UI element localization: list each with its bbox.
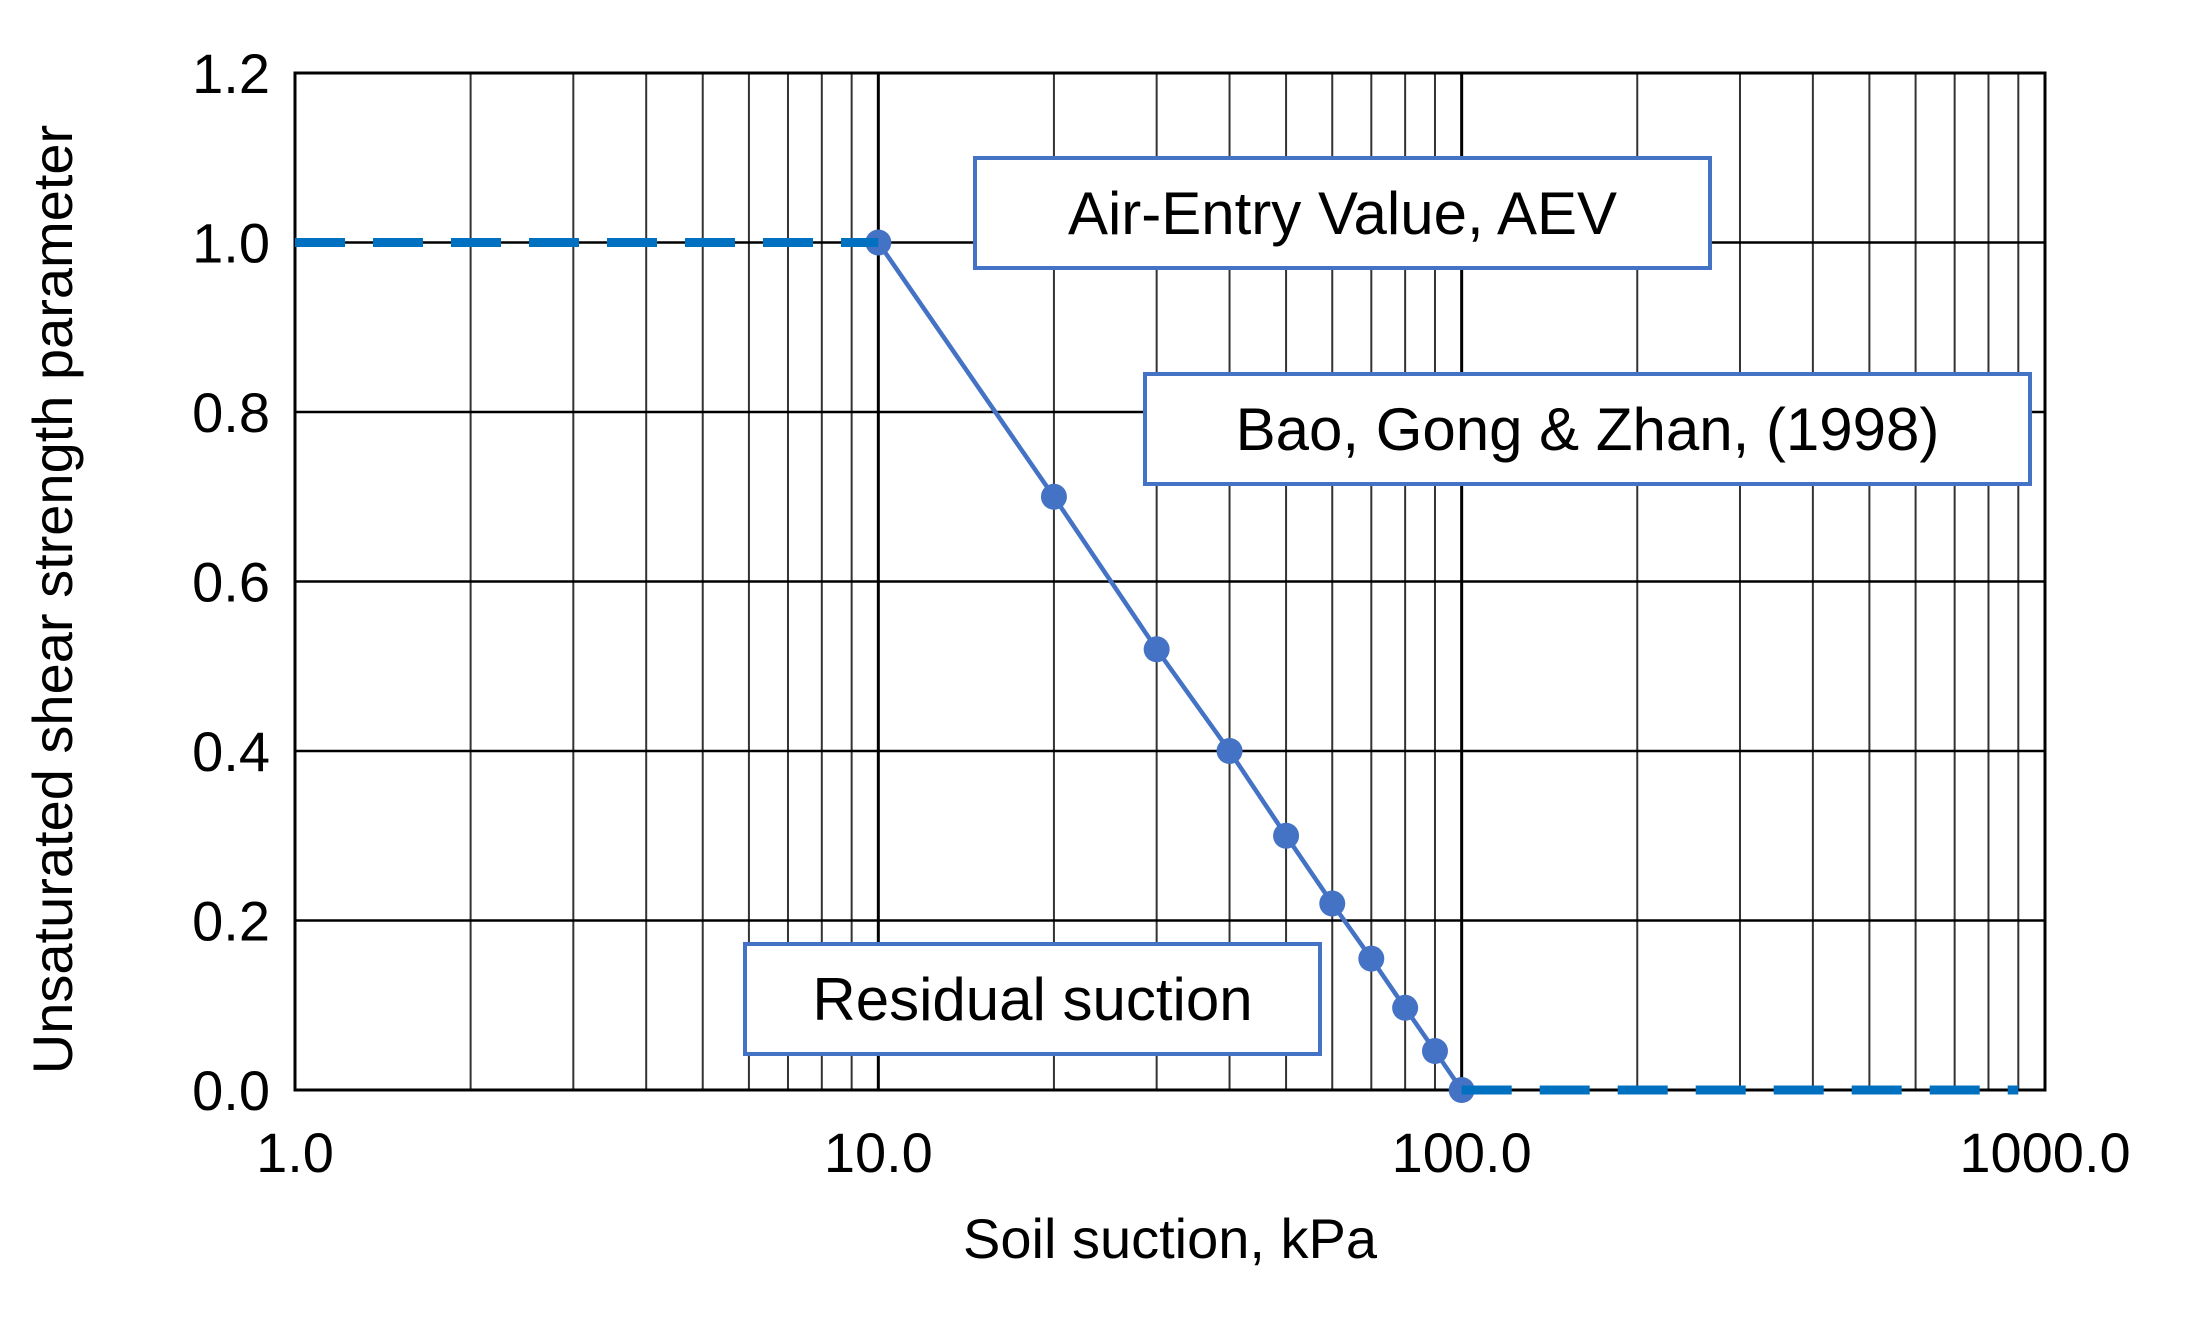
plot-frame xyxy=(293,71,2047,1092)
x-tick-label: 100.0 xyxy=(1392,1121,1532,1184)
x-tick-label: 10.0 xyxy=(824,1121,933,1184)
tick-labels: 1.0 10.0 100.0 1000.0 0.0 0.2 0.4 0.6 0.8 1.0 1.2 xyxy=(192,42,2131,1184)
annotation-label: Air-Entry Value, AEV xyxy=(1068,180,1617,247)
x-tick-label: 1.0 xyxy=(256,1121,334,1184)
data-point xyxy=(1421,1038,1448,1065)
annotation-box xyxy=(1143,372,2032,486)
data-point xyxy=(1358,945,1385,972)
x-axis-title: Soil suction, kPa xyxy=(963,1207,1378,1270)
annotation-box xyxy=(973,156,1712,270)
annotation-air-entry-value: Air-Entry Value, AEV xyxy=(973,156,1712,270)
y-tick-label: 0.0 xyxy=(192,1059,270,1122)
y-axis-title: Unsaturated shear strength parameter xyxy=(21,125,84,1074)
data-point xyxy=(1448,1077,1475,1103)
data-point xyxy=(865,229,892,256)
data-point xyxy=(1143,636,1170,663)
annotation-label: Residual suction xyxy=(812,966,1252,1033)
annotation-model-reference: Bao, Gong & Zhan, (1998) xyxy=(1143,372,2032,486)
annotation-box xyxy=(743,942,1322,1056)
data-point xyxy=(1216,738,1243,764)
data-point xyxy=(1273,822,1300,849)
annotation-residual-suction: Residual suction xyxy=(743,942,1322,1056)
y-tick-label: 0.6 xyxy=(192,551,270,614)
y-tick-label: 0.4 xyxy=(192,720,270,783)
y-tick-label: 1.0 xyxy=(192,212,270,275)
y-tick-label: 0.2 xyxy=(192,890,270,953)
data-point xyxy=(1040,483,1067,510)
annotation-label: Bao, Gong & Zhan, (1998) xyxy=(1236,396,1940,463)
y-tick-label: 1.2 xyxy=(192,42,270,105)
data-point xyxy=(1319,890,1346,917)
y-tick-label: 0.8 xyxy=(192,381,270,444)
x-tick-label: 1000.0 xyxy=(1959,1121,2130,1184)
series-line xyxy=(876,241,1464,1092)
data-point xyxy=(1392,994,1419,1021)
series-layer xyxy=(295,229,2019,1103)
